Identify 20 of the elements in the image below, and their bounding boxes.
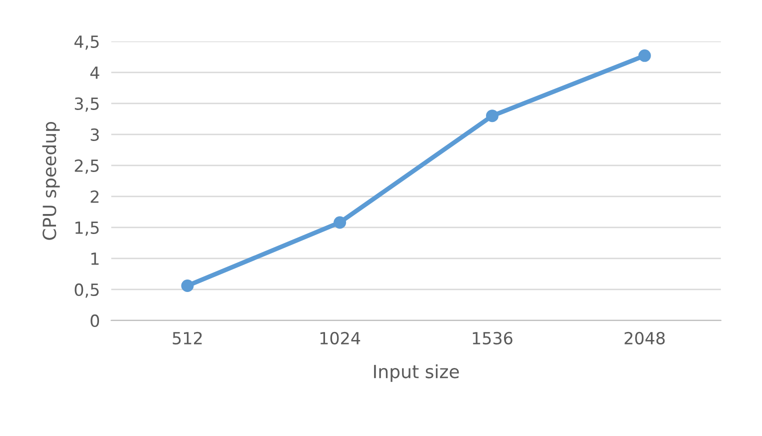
y-tick-label: 1,5	[75, 222, 99, 236]
y-tick-label: 0	[90, 314, 100, 328]
y-tick-label: 1	[91, 252, 99, 265]
y-tick-label: 3	[90, 128, 99, 141]
y-tick-label: 3,5	[74, 97, 99, 112]
y-tick-label: 4,5	[74, 36, 99, 50]
x-tick-label: 512	[172, 332, 202, 344]
y-tick-label: 0,5	[74, 283, 99, 298]
point	[638, 49, 651, 62]
y-axis-title: CPU speedup	[42, 122, 60, 240]
point	[334, 216, 346, 229]
point	[486, 110, 498, 122]
x-axis-title: Input size	[374, 364, 459, 382]
y-tick-label: 2,5	[74, 159, 99, 174]
x-tick-label: 1536	[472, 332, 512, 344]
y-tick-label: 2	[90, 190, 98, 203]
point	[181, 279, 194, 292]
x-tick-label: 2048	[624, 332, 665, 344]
y-tick-label: 4	[90, 66, 100, 79]
x-tick-label: 1024	[320, 332, 360, 344]
